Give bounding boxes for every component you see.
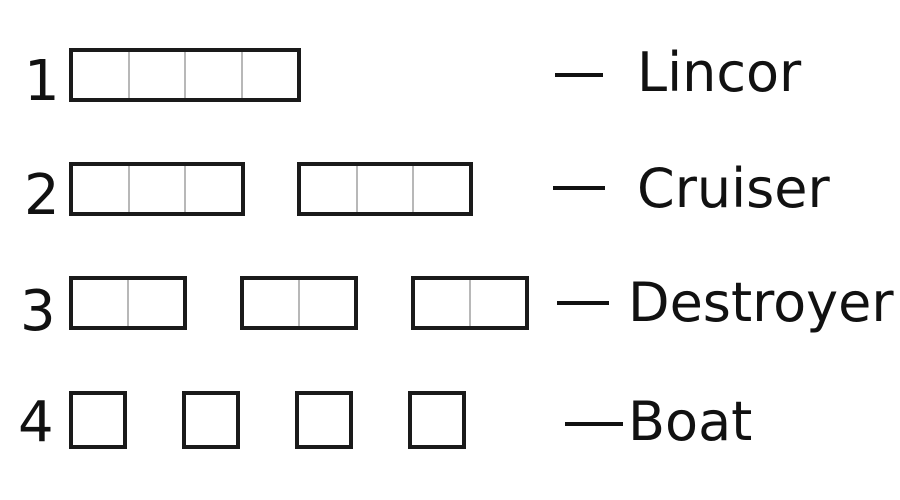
ship-cell — [73, 280, 129, 326]
ship-cell — [412, 395, 462, 445]
ship — [240, 276, 358, 330]
ship-cell — [243, 52, 298, 98]
ship — [408, 391, 466, 449]
ship-cell — [186, 166, 241, 212]
legend-row-destroyer: 3 Destroyer — [0, 272, 900, 342]
ship-cell — [299, 395, 349, 445]
legend-row-boat: 4 Boat — [0, 387, 900, 457]
ship-cell — [300, 280, 354, 326]
ship-cell — [186, 52, 243, 98]
row-number: 2 — [24, 163, 60, 228]
ship-cell — [358, 166, 415, 212]
row-number: 4 — [18, 390, 54, 455]
legend-row-lincor: 1 Lincor — [0, 44, 900, 114]
ship — [69, 276, 187, 330]
ship-cell — [73, 52, 130, 98]
row-number: 1 — [24, 49, 60, 114]
label-dash — [553, 186, 605, 190]
ship-cell — [73, 395, 123, 445]
ship-cell — [301, 166, 358, 212]
ship-cell — [244, 280, 300, 326]
ship-cell — [129, 280, 183, 326]
ship-type-label: Lincor — [637, 41, 802, 104]
ship-type-label: Boat — [628, 390, 753, 453]
ship — [182, 391, 240, 449]
ship — [69, 162, 245, 216]
ship-cell — [471, 280, 525, 326]
ship-cell — [130, 52, 186, 98]
ship — [411, 276, 529, 330]
ship-cell — [415, 280, 471, 326]
ship-cell — [73, 166, 130, 212]
ship-cell — [130, 166, 187, 212]
legend-row-cruiser: 2 Cruiser — [0, 158, 900, 228]
label-dash — [555, 73, 603, 77]
ship — [295, 391, 353, 449]
ship — [69, 48, 301, 102]
label-dash — [565, 422, 623, 426]
ship-cell — [414, 166, 469, 212]
row-number: 3 — [20, 279, 56, 344]
label-dash — [557, 301, 609, 305]
ship-cell — [186, 395, 236, 445]
ship-type-label: Cruiser — [637, 157, 830, 220]
ship — [69, 391, 127, 449]
ship — [297, 162, 473, 216]
ship-type-label: Destroyer — [628, 271, 894, 334]
